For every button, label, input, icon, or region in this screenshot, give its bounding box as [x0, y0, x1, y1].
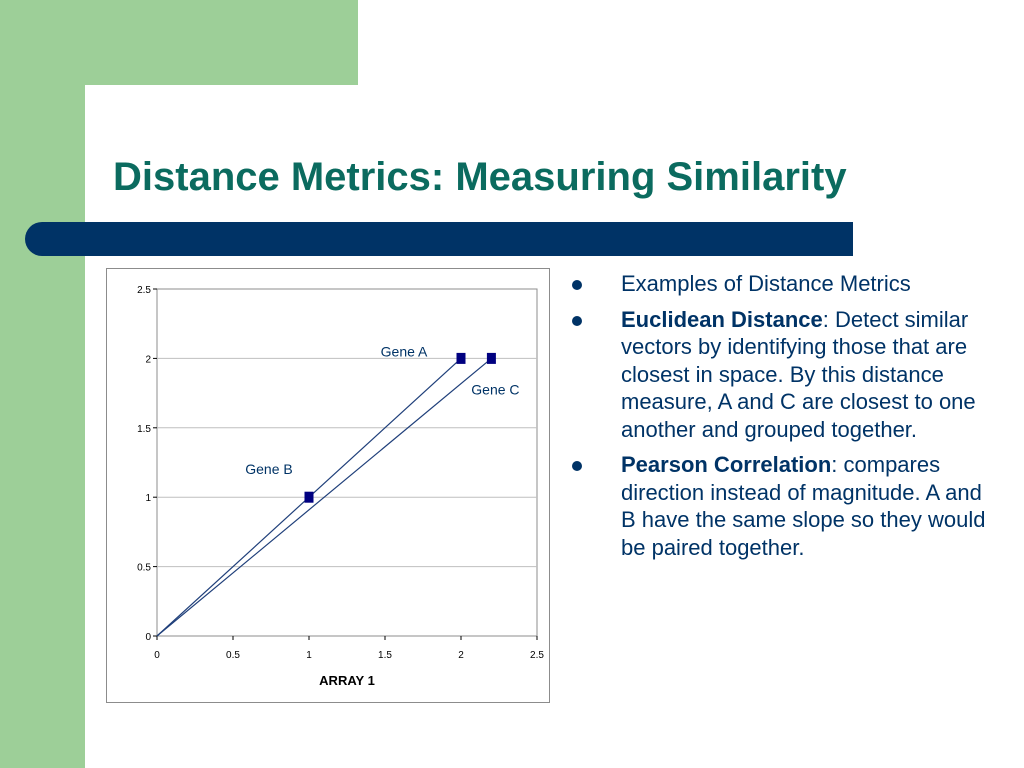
- x-tick-label: 0: [154, 650, 160, 661]
- y-tick-label: 0.5: [137, 563, 151, 574]
- y-tick-label: 2: [145, 354, 151, 365]
- bullet-text: : Detect similar vectors by identifying …: [621, 306, 976, 442]
- slide-title: Distance Metrics: Measuring Similarity: [113, 155, 847, 199]
- y-tick-label: 2.5: [137, 285, 151, 296]
- x-tick-label: 1: [306, 650, 312, 661]
- title-underline-bar: [25, 222, 853, 256]
- bullet-list: Examples of Distance Metrics Euclidean D…: [570, 270, 1000, 569]
- bullet-text: Examples of Distance Metrics: [621, 271, 911, 296]
- x-tick-label: 2.5: [530, 650, 544, 661]
- bullet-item-pearson: Pearson Correlation: compares direction …: [570, 451, 1000, 561]
- point-gene-c: [486, 352, 496, 364]
- point-label-gene-b: Gene B: [245, 461, 292, 477]
- bullet-item-euclidean: Euclidean Distance: Detect similar vecto…: [570, 306, 1000, 444]
- bullet-dot: [572, 461, 582, 471]
- y-tick-label: 1.5: [137, 424, 151, 435]
- chart-svg: 0 0.5 1 1.5 2 2.5 0 0.5 1 1.5 2 2.5 ARRAY 1 Gene A Gen…: [137, 285, 544, 688]
- bullet-bold: Euclidean Distance: [621, 306, 823, 332]
- x-tick-label: 0.5: [226, 650, 240, 661]
- bullet-bold: Pearson Correlation: [621, 452, 832, 477]
- y-tick-label: 0: [145, 632, 151, 643]
- bullet-dot: [572, 315, 582, 326]
- top-green-tab: [0, 0, 358, 85]
- content-corner: [85, 85, 205, 205]
- x-tick-label: 1.5: [378, 650, 392, 661]
- gene-scatter-chart: 0 0.5 1 1.5 2 2.5 0 0.5 1 1.5 2 2.5 ARRAY 1 Gene A Gen…: [106, 268, 550, 703]
- x-tick-label: 2: [458, 650, 464, 661]
- point-gene-a: [456, 352, 466, 364]
- point-label-gene-a: Gene A: [381, 343, 428, 359]
- point-gene-b: [304, 491, 314, 503]
- x-axis-label: ARRAY 1: [319, 673, 375, 688]
- point-label-gene-c: Gene C: [471, 381, 519, 397]
- bullet-text: : compares direction instead of magnitud…: [621, 452, 986, 560]
- bullet-dot: [572, 280, 582, 290]
- y-tick-label: 1: [145, 493, 151, 504]
- vector-line-gene-c: [156, 357, 492, 637]
- bullet-item-examples: Examples of Distance Metrics: [570, 270, 1000, 298]
- left-green-bar: [0, 0, 85, 768]
